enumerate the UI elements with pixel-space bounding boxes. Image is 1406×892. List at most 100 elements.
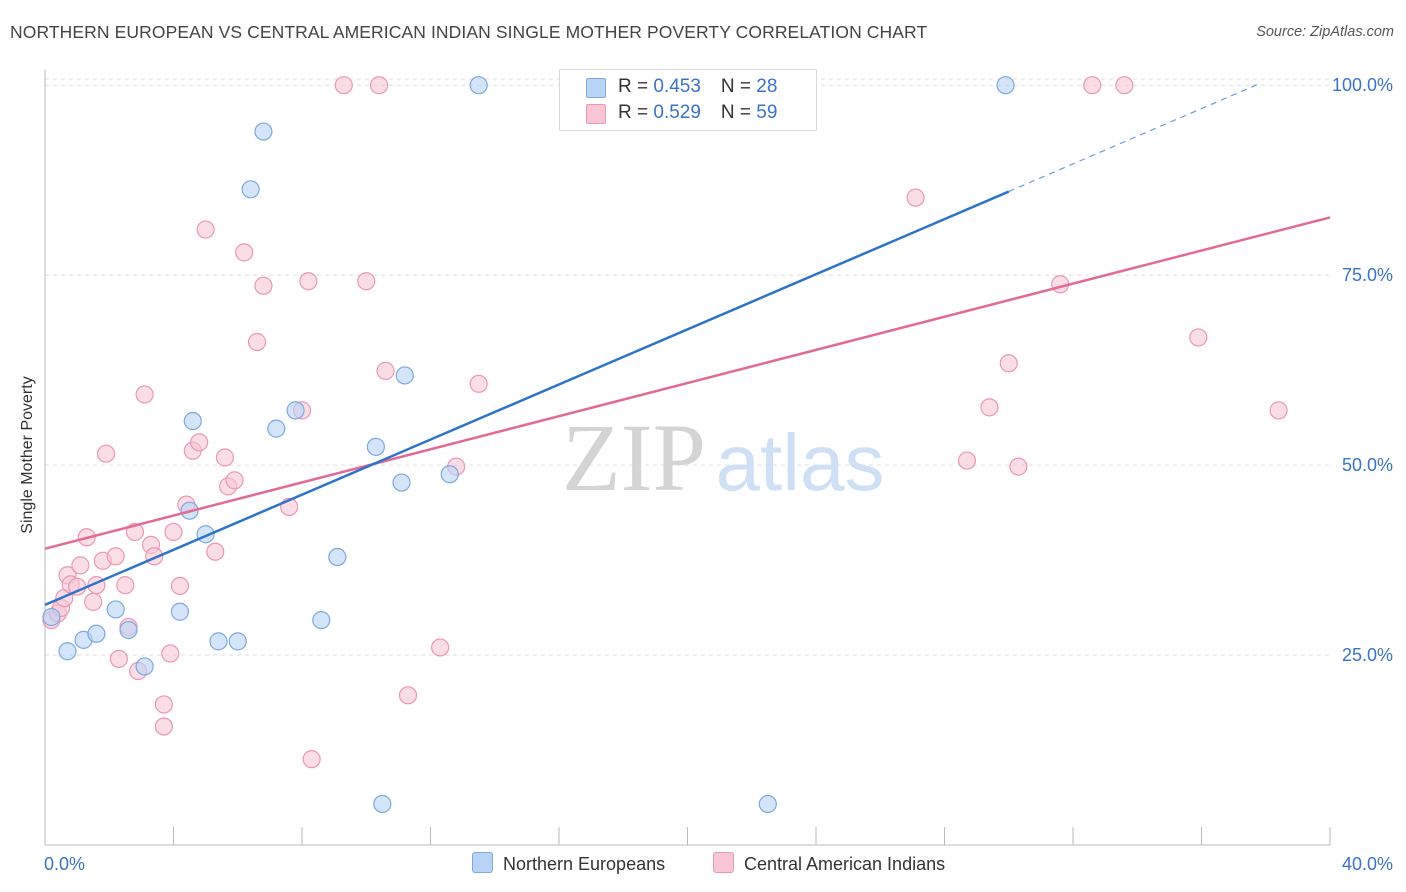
central-american-indians-point <box>161 644 180 663</box>
central-american-indians-point <box>376 361 395 380</box>
northern-europeans-point <box>312 610 331 630</box>
central-american-indians-point <box>215 448 234 467</box>
northern-europeans-point <box>119 620 138 640</box>
central-american-indians-point <box>96 444 116 463</box>
northern-europeans-point <box>241 180 260 199</box>
northern-europeans-point <box>328 547 347 567</box>
central-american-indians-point <box>196 220 215 239</box>
northern-europeans-point <box>58 642 77 661</box>
northern-europeans-point <box>996 76 1015 95</box>
central-american-indians-point <box>164 522 183 542</box>
central-american-indians-point <box>357 272 376 291</box>
y-tick-label: 100.0% <box>1332 75 1393 95</box>
northern-europeans-point <box>366 437 385 456</box>
legend-text-pink: R = 0.529 N = 59 <box>618 102 777 124</box>
northern-europeans-point <box>440 465 459 484</box>
northern-europeans-point <box>228 632 247 651</box>
central-american-indians-point <box>906 188 925 207</box>
legend-swatch-blue <box>586 78 606 98</box>
central-american-indians-point <box>980 398 999 417</box>
central-american-indians-point <box>299 272 318 291</box>
central-american-indians-point <box>206 542 225 561</box>
central-american-indians-point <box>957 451 977 470</box>
northern-europeans-point <box>267 419 286 438</box>
northern-europeans-point <box>106 600 125 619</box>
legend-r-label: R = <box>618 102 654 123</box>
northern-europeans-point <box>373 794 392 814</box>
central-american-indians-point <box>71 556 90 575</box>
central-american-indians-point <box>1115 76 1134 95</box>
correlation-legend: R = 0.453 N = 28 R = 0.529 N = 59 <box>559 69 817 131</box>
central-american-indians-point <box>247 332 267 352</box>
grid-layer <box>45 78 1330 656</box>
central-american-indians-point <box>469 374 488 393</box>
central-american-indians-point <box>334 76 353 95</box>
central-american-indians-point <box>370 76 389 95</box>
central-american-indians-point <box>109 649 128 668</box>
trend-lines <box>44 83 1331 607</box>
legend-text-blue: R = 0.453 N = 28 <box>618 76 777 98</box>
legend-r-value: 0.453 <box>653 76 701 97</box>
central-american-indians-point <box>84 592 103 611</box>
central-american-indians-point <box>1009 457 1028 476</box>
y-tick-label: 50.0% <box>1342 455 1393 475</box>
central-american-indians-point <box>106 547 125 566</box>
central-american-indians-point <box>398 686 418 705</box>
watermark: ZIP atlas <box>562 404 884 511</box>
x-tick-label: 40.0% <box>1342 854 1393 874</box>
central-american-indians-point <box>154 695 173 714</box>
central-american-indians-point <box>135 385 154 404</box>
northern-europeans-point <box>469 76 488 95</box>
central-american-indians-point <box>1189 328 1208 347</box>
northern-europeans-points <box>42 76 1015 814</box>
bottom-legend-label-blue: Northern Europeans <box>503 854 666 874</box>
watermark-atlas: atlas <box>716 418 885 507</box>
legend-r-value: 0.529 <box>653 102 701 123</box>
axis-layer <box>44 70 1331 846</box>
northern-europeans-point <box>170 602 190 621</box>
x-tick-label: 0.0% <box>44 854 85 874</box>
legend-r-label: R = <box>618 76 654 97</box>
bottom-legend-swatch-pink <box>713 852 734 873</box>
northern-europeans-point <box>209 632 228 651</box>
chart-title: NORTHERN EUROPEAN VS CENTRAL AMERICAN IN… <box>10 22 928 42</box>
central-american-indians-point <box>116 576 135 595</box>
central-american-indians-point <box>190 433 209 452</box>
northern-europeans-point <box>254 122 273 141</box>
northern-europeans-trend-line <box>44 190 1010 607</box>
central-american-indians-point <box>999 354 1018 373</box>
central-american-indians-point <box>235 243 254 262</box>
central-american-indians-point <box>254 276 273 295</box>
bottom-legend-central-american-indians: Central American Indians <box>713 852 945 875</box>
central-american-indians-point <box>225 471 244 490</box>
legend-n-value: 28 <box>756 76 778 97</box>
central-american-indians-trend-line <box>44 216 1331 550</box>
legend-swatch-pink <box>586 104 606 124</box>
legend-n-value: 59 <box>756 102 778 123</box>
central-american-indians-point <box>302 750 321 769</box>
bottom-legend-swatch-blue <box>472 852 493 873</box>
northern-europeans-point <box>286 401 305 420</box>
legend-n-label: N = <box>720 102 757 123</box>
northern-europeans-point <box>395 366 414 385</box>
central-american-indians-point <box>431 638 450 657</box>
y-tick-label: 75.0% <box>1342 265 1393 285</box>
northern-europeans-point <box>87 624 106 643</box>
source-label: Source: ZipAtlas.com <box>1256 24 1394 40</box>
y-tick-label: 25.0% <box>1342 645 1393 665</box>
northern-europeans-trend-extension <box>1008 83 1260 193</box>
northern-europeans-point <box>392 473 411 492</box>
watermark-zip: ZIP <box>562 404 706 511</box>
tick-labels: 25.0% 50.0% 75.0% 100.0% 0.0% 40.0% <box>44 75 1393 874</box>
northern-europeans-point <box>42 607 61 627</box>
central-american-indians-point <box>1083 76 1102 95</box>
central-american-indians-point <box>154 717 173 736</box>
central-american-indians-point <box>170 576 190 596</box>
northern-europeans-point <box>183 411 202 431</box>
bottom-legend-label-pink: Central American Indians <box>744 854 946 874</box>
central-american-indians-point <box>1269 401 1288 420</box>
legend-n-label: N = <box>720 76 757 97</box>
northern-europeans-point <box>758 794 777 814</box>
bottom-legend-northern-europeans: Northern Europeans <box>472 852 665 875</box>
